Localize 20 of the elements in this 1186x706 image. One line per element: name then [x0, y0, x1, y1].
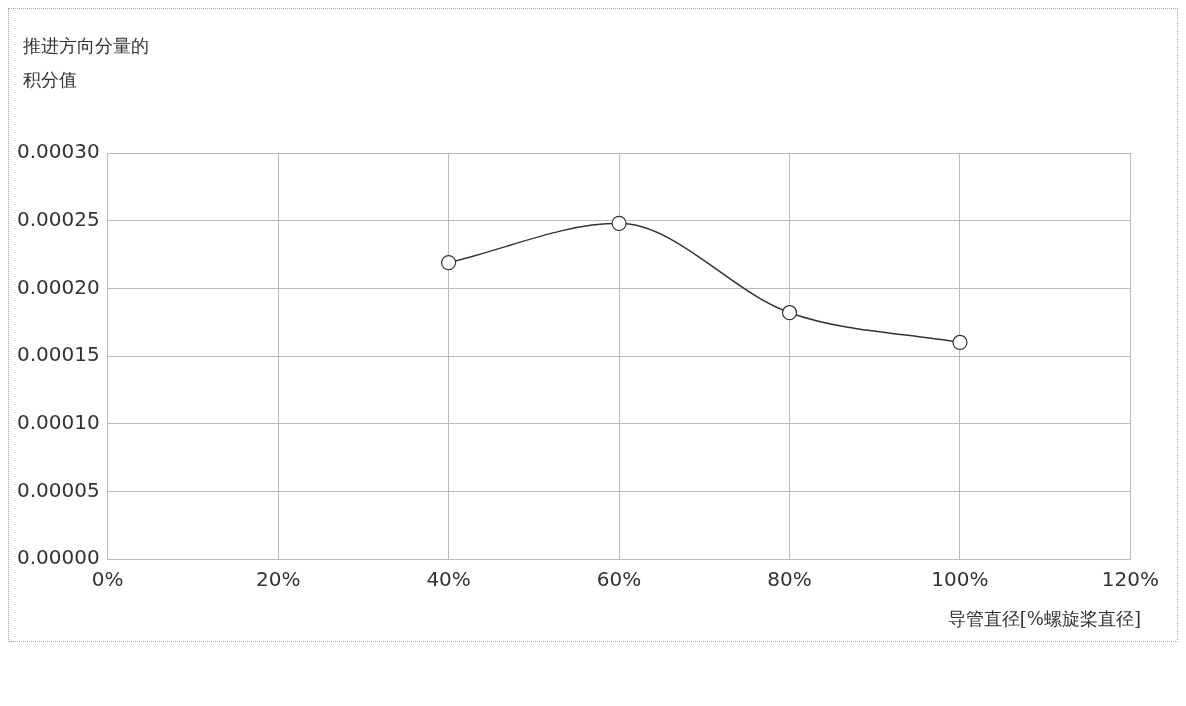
y-tick-label: 0.00025 — [16, 206, 100, 231]
y-tick-label: 0.00030 — [16, 139, 100, 164]
x-tick-label: 100% — [931, 567, 989, 592]
y-tick-label: 0.00015 — [16, 342, 100, 367]
x-tick-label: 20% — [255, 567, 301, 592]
y-tick-label: 0.00020 — [16, 274, 100, 299]
point — [441, 255, 457, 271]
y-axis-title: 推进方向分量的积分值 — [23, 34, 150, 92]
point — [611, 215, 627, 231]
y-tick-label: 0.00010 — [16, 409, 100, 434]
x-tick-label: 60% — [596, 567, 642, 592]
point — [781, 305, 798, 321]
point — [952, 334, 968, 351]
x-tick-label: 120% — [1101, 567, 1159, 592]
y-tick-label: 0.00000 — [16, 545, 100, 570]
x-tick-label: 0% — [91, 567, 124, 592]
x-tick-label: 40% — [426, 567, 471, 592]
y-tick-label: 0.00005 — [16, 477, 100, 502]
x-tick-label: 80% — [767, 567, 812, 592]
x-axis-title: 导管直径[%螺旋桨直径] — [946, 607, 1141, 631]
